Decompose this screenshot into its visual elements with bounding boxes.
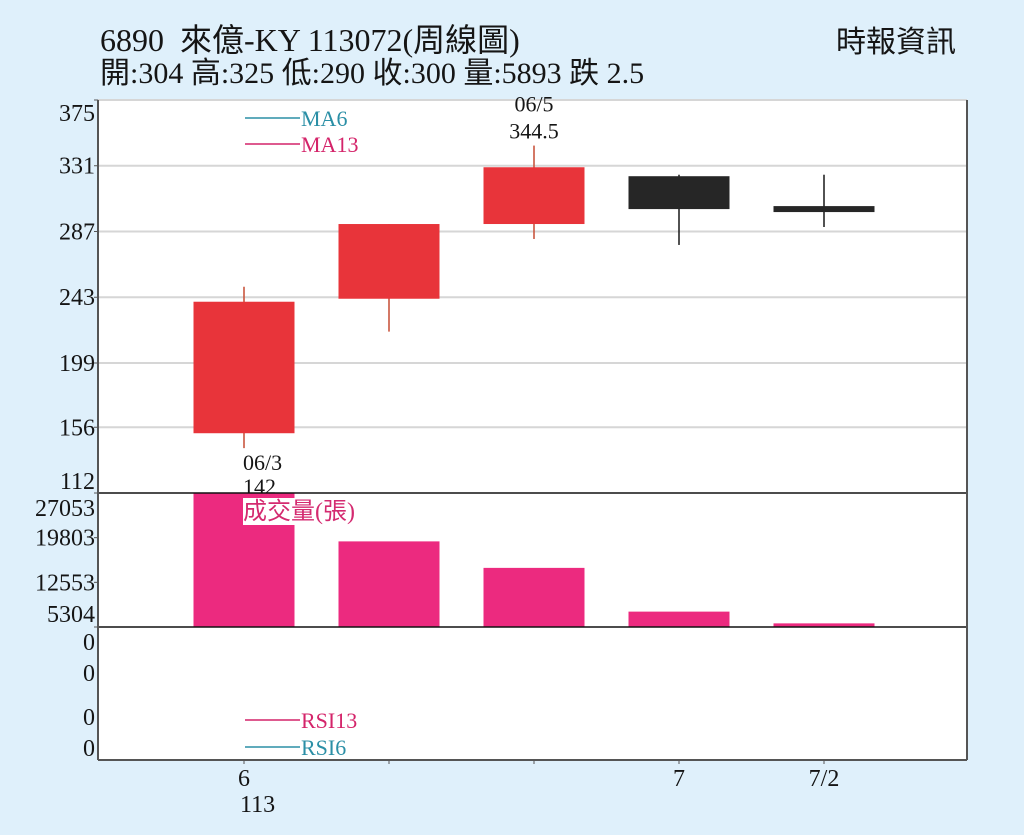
volume-tick-label: 12553 [35, 570, 95, 596]
rsi-tick-label: 0 [83, 705, 95, 731]
x-tick-label: 6 [238, 766, 250, 792]
price-tick-label: 287 [59, 219, 95, 245]
price-tick-label: 375 [59, 101, 95, 127]
price-tick-label: 112 [60, 469, 95, 495]
rsi-tick-label: 0 [83, 630, 95, 656]
volume-tick-label: 19803 [35, 526, 95, 552]
rsi13-legend-label: RSI13 [301, 708, 357, 733]
quote-summary: 開:304 高:325 低:290 收:300 量:5893 跌 2.5 [100, 57, 645, 90]
volume-panel: 成交量(張) [98, 493, 967, 627]
candle [483, 145, 585, 239]
annotation-date: 06/5 [514, 92, 553, 117]
source-label: 時報資訊 [836, 26, 956, 59]
candle [773, 174, 875, 228]
price-tick-label: 156 [59, 415, 95, 441]
ma13-legend-label: MA13 [301, 132, 358, 157]
volume-label-bg [243, 498, 371, 525]
volume-tick-label: 5304 [47, 602, 95, 628]
annotation-date: 06/3 [243, 450, 282, 475]
candlesticks [193, 145, 875, 449]
price-tick-label: 243 [59, 285, 95, 311]
candle-body [338, 224, 440, 299]
rsi-tick-label: 0 [83, 736, 95, 762]
volume-tick-label: 27053 [35, 496, 95, 522]
price-tick-label: 331 [59, 154, 95, 180]
volume-bar [773, 623, 875, 627]
volume-bar [628, 611, 730, 627]
annotation-value: 344.5 [509, 119, 559, 144]
candle [628, 174, 730, 245]
ma6-legend-label: MA6 [301, 106, 347, 131]
volume-bar [483, 567, 585, 627]
volume-label: 成交量(張) [243, 498, 355, 525]
candle [338, 224, 440, 332]
price-tick-label: 199 [59, 351, 95, 377]
candle-body [483, 167, 585, 225]
chart-title: 6890 來億-KY 113072(周線圖) [100, 22, 520, 58]
x-tick-sublabel: 113 [240, 792, 275, 818]
x-tick-label: 7/2 [809, 766, 840, 792]
candle-body [193, 301, 295, 434]
rsi-tick-label: 0 [83, 661, 95, 687]
candle-body [628, 176, 730, 210]
candle [193, 286, 295, 449]
x-tick-label: 7 [673, 766, 685, 792]
rsi6-legend-label: RSI6 [301, 735, 346, 760]
volume-bar [338, 541, 440, 627]
candle-body [773, 206, 875, 213]
